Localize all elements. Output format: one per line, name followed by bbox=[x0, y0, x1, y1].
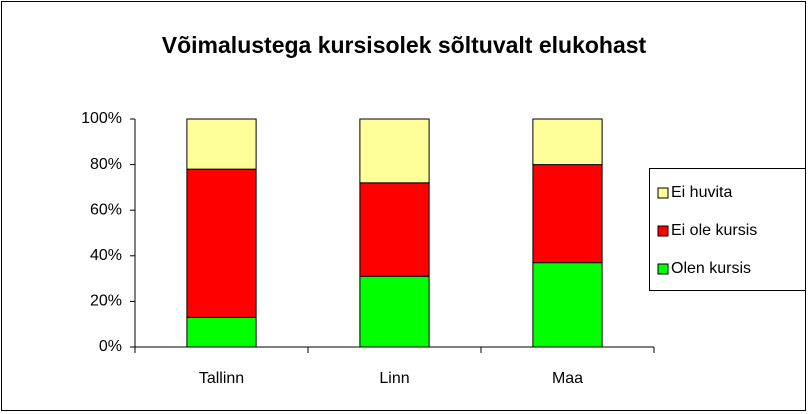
bar-segment bbox=[186, 118, 257, 170]
legend-label: Ei huvita bbox=[671, 184, 732, 201]
y-tick-label: 40% bbox=[90, 247, 122, 264]
y-tick-label: 100% bbox=[81, 110, 122, 127]
x-tick-label: Maa bbox=[552, 370, 583, 387]
legend-box bbox=[649, 168, 806, 291]
chart-title: Võimalustega kursisolek sõltuvalt elukoh… bbox=[162, 32, 647, 58]
y-tick-label: 80% bbox=[90, 156, 122, 173]
bar-segment bbox=[532, 118, 603, 166]
bar-segment bbox=[359, 275, 430, 348]
y-tick-label: 20% bbox=[90, 293, 122, 310]
bar-segment bbox=[532, 164, 603, 264]
bar-segment bbox=[359, 118, 430, 184]
legend-label: Olen kursis bbox=[671, 260, 751, 277]
y-tick-label: 0% bbox=[99, 338, 122, 355]
bar-segment bbox=[532, 262, 603, 348]
bar-segment bbox=[186, 316, 257, 348]
legend-swatch bbox=[657, 263, 669, 275]
bar-segment bbox=[359, 182, 430, 277]
legend-swatch bbox=[657, 187, 669, 199]
x-tick-label: Tallinn bbox=[199, 370, 244, 387]
legend-label: Ei ole kursis bbox=[671, 222, 757, 239]
y-tick-label: 60% bbox=[90, 201, 122, 218]
bar-segment bbox=[186, 168, 257, 318]
x-tick-label: Linn bbox=[379, 370, 409, 387]
legend-swatch bbox=[657, 225, 669, 237]
